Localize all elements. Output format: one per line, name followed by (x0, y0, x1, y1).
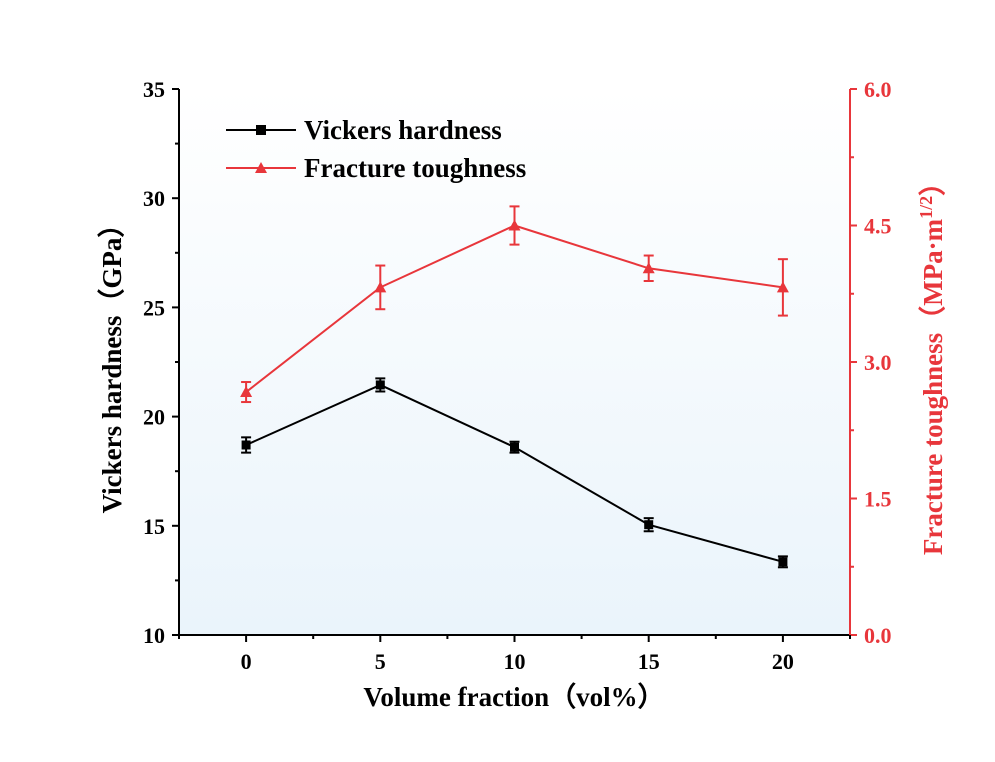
legend-label-hardness: Vickers hardness (304, 115, 502, 145)
data-point-toughness (776, 281, 789, 293)
x-axis-title: Volume fraction（vol%） (363, 682, 664, 712)
y2-tick-label: 1.5 (864, 487, 892, 512)
y-tick-label: 30 (143, 186, 165, 211)
x-tick-label: 0 (241, 649, 252, 674)
x-tick-label: 20 (772, 649, 794, 674)
y2-tick-label: 0.0 (864, 623, 892, 648)
y2-tick-label: 4.5 (864, 214, 892, 239)
data-point-toughness (374, 281, 387, 293)
y2-axis-title-main: Fracture toughness（MPa·m (918, 218, 948, 555)
y-tick-label: 15 (143, 514, 165, 539)
data-point-toughness (240, 386, 253, 398)
data-point-hardness (375, 380, 385, 390)
data-point-hardness (241, 440, 251, 450)
legend-label-toughness: Fracture toughness (304, 153, 526, 183)
y2-tick-label: 3.0 (864, 350, 892, 375)
x-tick-label: 5 (375, 649, 386, 674)
data-point-hardness (778, 557, 788, 567)
y2-axis-title-sup: 1/2 (916, 196, 936, 219)
data-point-toughness (642, 262, 655, 274)
x-tick-label: 10 (504, 649, 526, 674)
y2-tick-label: 6.0 (864, 77, 892, 102)
data-point-hardness (644, 520, 654, 530)
data-point-hardness (510, 442, 519, 452)
legend: Vickers hardness Fracture toughness (226, 115, 526, 183)
y-tick-label: 35 (143, 77, 165, 102)
x-tick-label: 15 (638, 649, 660, 674)
data-point-toughness (508, 219, 521, 231)
y2-axis-title-tail: ） (918, 169, 948, 196)
y-axis-title: Vickers hardness（GPa） (97, 211, 127, 514)
legend-marker-toughness (255, 162, 267, 173)
legend-marker-hardness (256, 125, 266, 135)
y2-axis-title: Fracture toughness（MPa·m1/2） (916, 169, 948, 555)
y-tick-label: 10 (143, 623, 165, 648)
y-tick-label: 20 (143, 405, 165, 430)
y-tick-label: 25 (143, 295, 165, 320)
plot-area (179, 89, 850, 635)
